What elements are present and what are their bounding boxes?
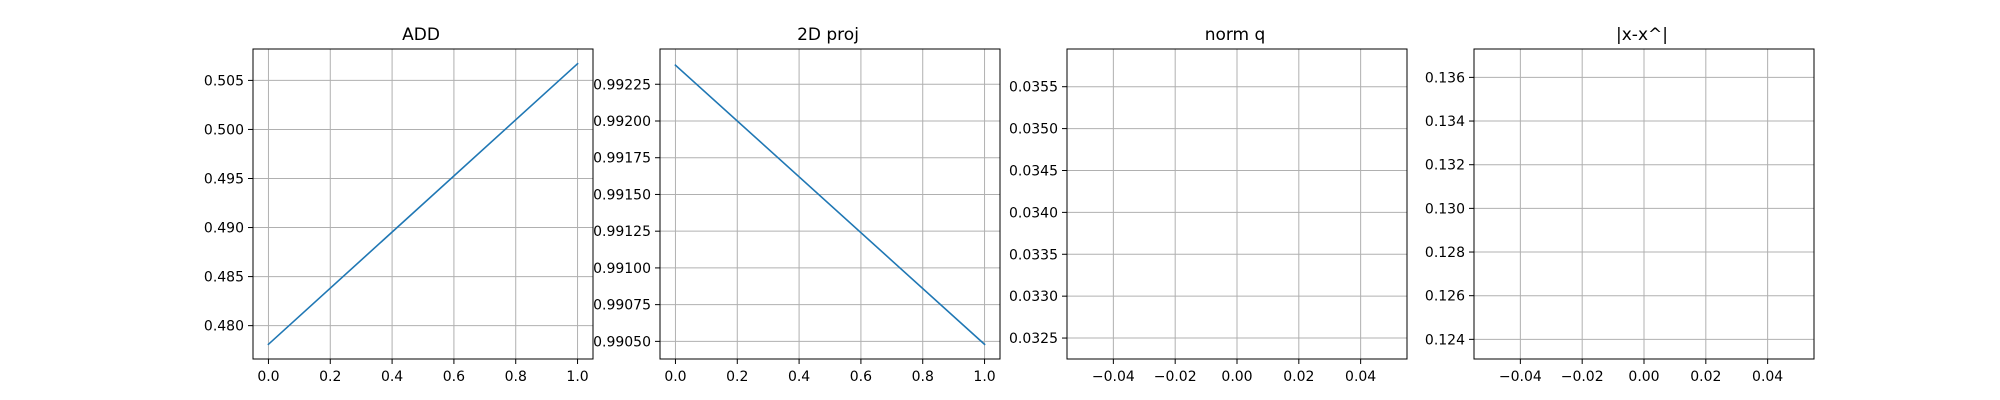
- y-tick-label: 0.99125: [593, 224, 651, 240]
- x-tick-label: −0.04: [1092, 369, 1135, 385]
- series-line: [267, 62, 579, 346]
- y-tick-label: 0.130: [1425, 201, 1465, 217]
- y-tick-label: 0.0330: [1009, 289, 1058, 305]
- y-tick-label: 0.134: [1425, 114, 1465, 130]
- y-tick-label: 0.99050: [593, 334, 651, 350]
- y-tick-label: 0.490: [204, 221, 244, 237]
- x-tick-label: 0.04: [1752, 369, 1783, 385]
- y-tick-label: 0.505: [204, 73, 244, 89]
- y-tick-label: 0.99225: [593, 77, 651, 93]
- x-tick-label: 0.00: [1628, 369, 1659, 385]
- chart-title: 2D proj: [797, 25, 859, 45]
- x-tick-label: 0.6: [850, 369, 872, 385]
- axes-frame: [659, 48, 1001, 360]
- x-tick-label: 1.0: [973, 369, 995, 385]
- x-tick-label: 0.0: [257, 369, 279, 385]
- x-tick-label: 0.02: [1690, 369, 1721, 385]
- x-tick-label: 0.0: [664, 369, 686, 385]
- x-tick-label: −0.02: [1561, 369, 1604, 385]
- y-tick-label: 0.99175: [593, 151, 651, 167]
- y-tick-label: 0.136: [1425, 70, 1465, 86]
- series-line: [674, 64, 986, 346]
- x-tick-label: 0.2: [319, 369, 341, 385]
- x-tick-label: 0.8: [505, 369, 527, 385]
- x-tick-label: 0.4: [788, 369, 810, 385]
- x-tick-label: 0.2: [726, 369, 748, 385]
- y-tick-label: 0.99100: [593, 261, 651, 277]
- y-tick-label: 0.124: [1425, 332, 1465, 348]
- y-tick-label: 0.132: [1425, 158, 1465, 174]
- y-tick-label: 0.480: [204, 319, 244, 335]
- x-tick-label: 0.6: [443, 369, 465, 385]
- y-tick-label: 0.0350: [1009, 122, 1058, 138]
- y-tick-label: 0.500: [204, 122, 244, 138]
- x-tick-label: −0.04: [1499, 369, 1542, 385]
- subplot-norm-q: norm q −0.04 −0.02 0.00 0.02 0.04 0.0325 0.033…: [1009, 25, 1408, 385]
- chart-title: ADD: [402, 25, 440, 45]
- subplot-add: ADD 0.0 0.2 0.4 0.6 0.8 1.0 0.480 0.485 0.490 0.4…: [204, 25, 594, 385]
- y-tick-label: 0.0335: [1009, 247, 1058, 263]
- y-tick-label: 0.99200: [593, 114, 651, 130]
- y-tick-label: 0.0340: [1009, 205, 1058, 221]
- x-tick-label: 0.4: [381, 369, 403, 385]
- y-tick-label: 0.99150: [593, 187, 651, 203]
- y-tick-label: 0.0345: [1009, 163, 1058, 179]
- x-tick-label: −0.02: [1154, 369, 1197, 385]
- y-tick-label: 0.485: [204, 270, 244, 286]
- y-tick-label: 0.495: [204, 171, 244, 187]
- y-tick-label: 0.126: [1425, 289, 1465, 305]
- x-tick-label: 0.8: [912, 369, 934, 385]
- chart-title: |x-x^|: [1616, 25, 1668, 45]
- chart-title: norm q: [1205, 25, 1266, 45]
- axes-frame: [252, 48, 594, 360]
- x-tick-label: 1.0: [566, 369, 588, 385]
- subplot-x-error: |x-x^| −0.04 −0.02 0.00 0.02 0.04 0.124 0.126 0…: [1425, 25, 1815, 385]
- y-tick-label: 0.128: [1425, 245, 1465, 261]
- y-tick-label: 0.0355: [1009, 80, 1058, 96]
- y-tick-label: 0.0325: [1009, 331, 1058, 347]
- x-tick-label: 0.04: [1345, 369, 1376, 385]
- x-tick-label: 0.02: [1283, 369, 1314, 385]
- y-tick-label: 0.99075: [593, 298, 651, 314]
- x-tick-label: 0.00: [1221, 369, 1252, 385]
- subplot-2d-proj: 2D proj 0.0 0.2 0.4 0.6 0.8 1.0 0.99050 0.99075…: [593, 25, 1001, 385]
